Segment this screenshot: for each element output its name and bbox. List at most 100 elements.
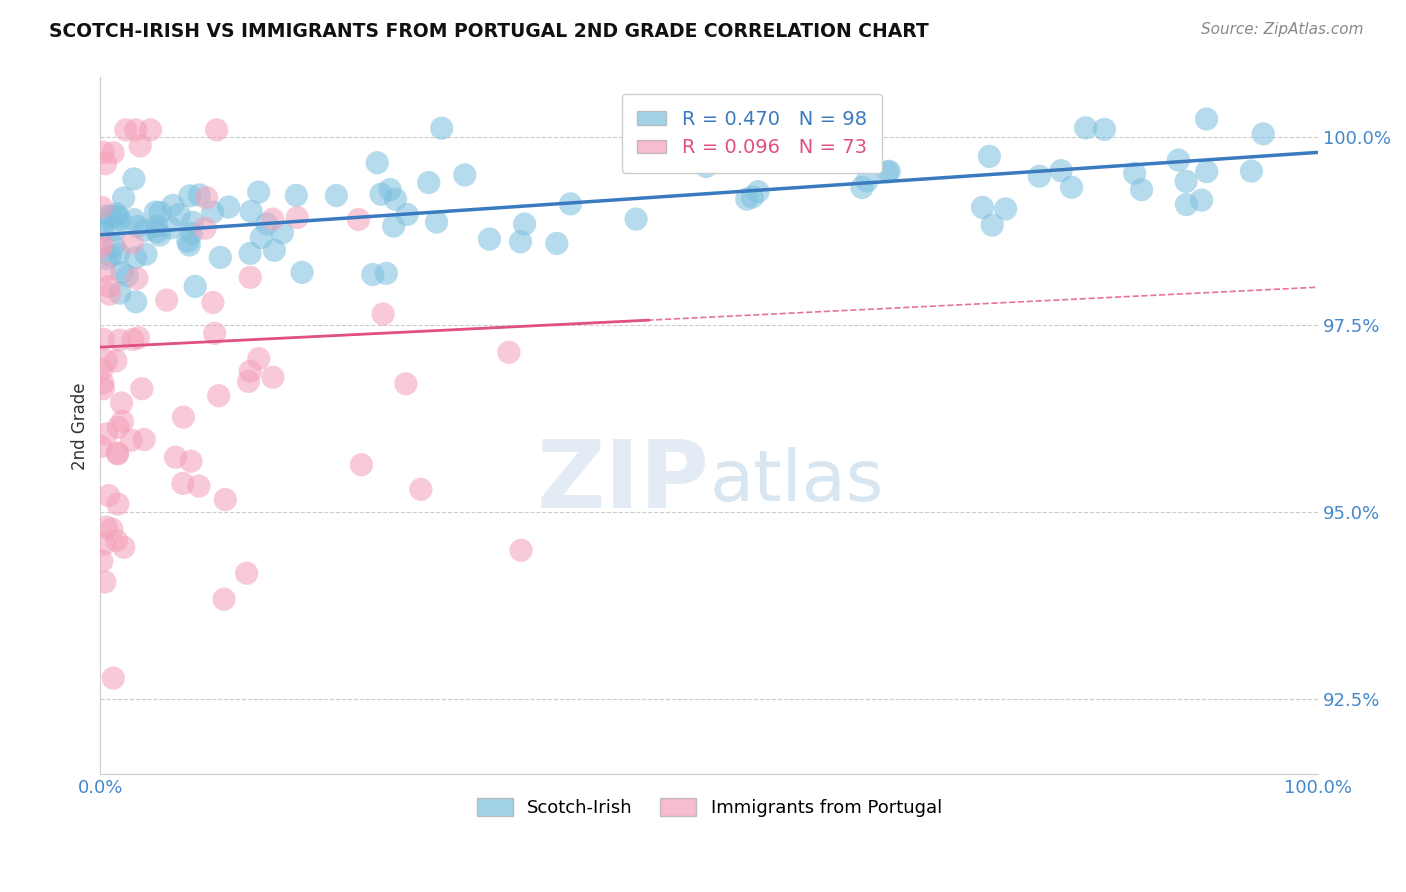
Point xyxy=(214,492,236,507)
Point xyxy=(93,537,115,551)
Point xyxy=(100,209,122,223)
Point xyxy=(201,205,224,219)
Point xyxy=(510,543,533,558)
Point xyxy=(239,270,262,285)
Point xyxy=(1028,169,1050,184)
Point xyxy=(128,331,150,345)
Point xyxy=(1191,193,1213,207)
Point xyxy=(325,188,347,202)
Point xyxy=(121,235,143,250)
Point xyxy=(212,592,235,607)
Point xyxy=(104,354,127,368)
Point xyxy=(90,554,112,568)
Point xyxy=(145,205,167,219)
Point xyxy=(122,212,145,227)
Point xyxy=(994,202,1017,216)
Point xyxy=(98,249,121,263)
Y-axis label: 2nd Grade: 2nd Grade xyxy=(72,382,89,469)
Point xyxy=(1240,164,1263,178)
Point xyxy=(972,201,994,215)
Point xyxy=(104,223,127,237)
Point xyxy=(384,192,406,206)
Point xyxy=(195,191,218,205)
Point xyxy=(1175,197,1198,211)
Point xyxy=(91,223,114,237)
Point xyxy=(162,198,184,212)
Point xyxy=(291,265,314,279)
Point xyxy=(94,156,117,170)
Point xyxy=(90,200,112,214)
Point xyxy=(513,217,536,231)
Point xyxy=(91,376,114,390)
Point xyxy=(96,520,118,534)
Point xyxy=(131,382,153,396)
Point xyxy=(204,326,226,341)
Point xyxy=(93,265,115,279)
Point xyxy=(100,522,122,536)
Point xyxy=(112,191,135,205)
Point xyxy=(1167,153,1189,167)
Point xyxy=(478,232,501,246)
Point xyxy=(181,215,204,229)
Point xyxy=(370,187,392,202)
Point xyxy=(194,221,217,235)
Point xyxy=(107,420,129,434)
Point xyxy=(201,295,224,310)
Point xyxy=(285,188,308,202)
Point xyxy=(108,212,131,227)
Point xyxy=(117,268,139,283)
Point xyxy=(103,671,125,685)
Point xyxy=(90,440,112,454)
Point xyxy=(1123,166,1146,180)
Point xyxy=(105,207,128,221)
Point xyxy=(98,279,121,293)
Point xyxy=(172,476,194,491)
Point xyxy=(110,396,132,410)
Text: ZIP: ZIP xyxy=(536,435,709,527)
Point xyxy=(135,247,157,261)
Point xyxy=(347,212,370,227)
Point xyxy=(1094,122,1116,136)
Point xyxy=(454,168,477,182)
Point xyxy=(1251,127,1274,141)
Point xyxy=(509,235,531,249)
Point xyxy=(149,205,172,219)
Point xyxy=(90,236,112,251)
Point xyxy=(814,108,837,122)
Point xyxy=(378,183,401,197)
Point xyxy=(695,160,717,174)
Point xyxy=(105,210,128,224)
Point xyxy=(560,197,582,211)
Point xyxy=(426,215,449,229)
Point xyxy=(741,190,763,204)
Point xyxy=(177,234,200,248)
Point xyxy=(120,434,142,448)
Point xyxy=(114,123,136,137)
Point xyxy=(856,174,879,188)
Point xyxy=(149,227,172,242)
Point xyxy=(409,483,432,497)
Point xyxy=(180,227,202,241)
Point xyxy=(262,212,284,227)
Point xyxy=(239,246,262,260)
Point xyxy=(430,121,453,136)
Point xyxy=(382,219,405,233)
Point xyxy=(97,489,120,503)
Point xyxy=(208,389,231,403)
Point xyxy=(103,239,125,253)
Point xyxy=(187,479,209,493)
Point xyxy=(112,540,135,554)
Point xyxy=(134,223,156,237)
Point xyxy=(165,450,187,465)
Point xyxy=(350,458,373,472)
Point xyxy=(146,225,169,239)
Point xyxy=(256,217,278,231)
Point xyxy=(139,123,162,137)
Point xyxy=(1060,180,1083,194)
Point xyxy=(735,192,758,206)
Point xyxy=(129,138,152,153)
Point xyxy=(209,251,232,265)
Point xyxy=(96,252,118,266)
Point xyxy=(371,307,394,321)
Point xyxy=(107,447,129,461)
